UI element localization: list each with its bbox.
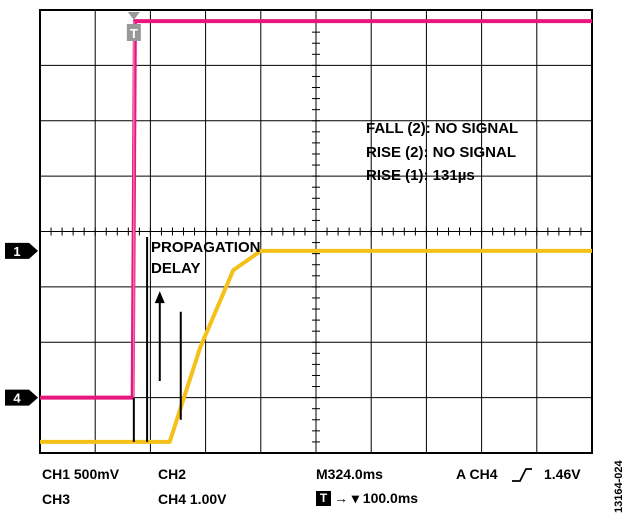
ch3-setting: CH3: [42, 491, 71, 507]
grid: [39, 9, 593, 454]
propagation-label-line-1: PROPAGATION: [151, 239, 260, 256]
delay-arrow-head: [154, 291, 165, 304]
trigger-arrow-icon: [127, 12, 140, 20]
ch4-setting: CH4 1.00V: [158, 491, 227, 507]
propagation-label-line-2: DELAY: [151, 260, 200, 277]
trigger-level: 1.46V: [544, 466, 581, 482]
trigger-source: A CH4: [456, 466, 498, 482]
ch1-setting: CH1 500mV: [42, 466, 120, 482]
measurement-line-1: FALL (2): NO SIGNAL: [366, 120, 518, 137]
trigger-marker-box: [126, 24, 141, 41]
trigger-position: T → ▾ 100.0ms: [316, 490, 418, 507]
rising-edge-icon: [512, 468, 532, 482]
channel-markers: T 1 4: [5, 12, 141, 406]
channel-marker-4: [5, 389, 38, 406]
figure-id: 13164-024: [613, 460, 625, 513]
trigger-t-icon: T: [316, 491, 331, 506]
measurement-line-2: RISE (2): NO SIGNAL: [366, 144, 516, 161]
ch2-setting: CH2: [158, 466, 187, 482]
propagation-delay-arrows: [132, 237, 182, 442]
trigger-position-value: → ▾ 100.0ms: [334, 490, 419, 506]
trigger-marker-label: T: [130, 26, 138, 41]
figure-id-text: 13164-024: [613, 460, 625, 513]
channel-marker-1: [5, 242, 38, 259]
channel-marker-label-1: 1: [13, 244, 20, 259]
channel-marker-label-4: 4: [13, 391, 21, 406]
measurement-line-3: RISE (1): 131µs: [366, 167, 475, 184]
timebase: M324.0ms: [316, 466, 383, 482]
